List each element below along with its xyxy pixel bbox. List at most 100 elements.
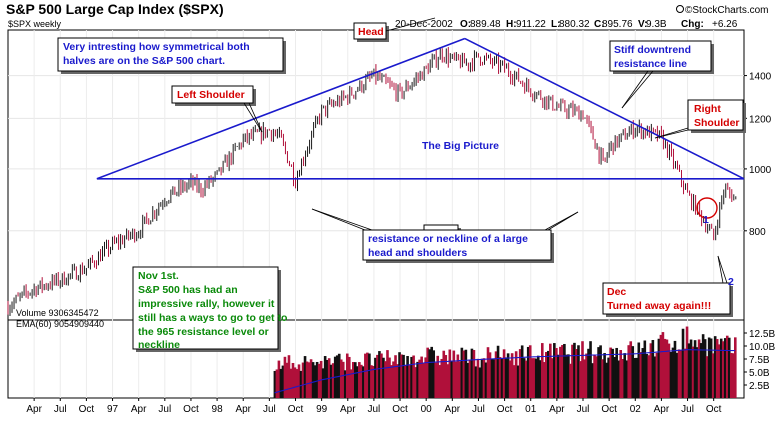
volume-bar — [506, 353, 510, 398]
volume-bar — [398, 352, 401, 398]
volume-bar — [438, 365, 442, 398]
volume-bar — [679, 350, 683, 398]
marker-1-circle — [696, 197, 718, 219]
volume-bar — [653, 356, 657, 398]
volume-bar — [647, 355, 651, 398]
volume-bar — [311, 362, 315, 398]
volume-bar — [364, 353, 367, 398]
right-shoulder-box — [687, 99, 744, 131]
left-shoulder-box — [171, 85, 254, 104]
volume-bar — [301, 362, 305, 398]
volume-bar — [667, 343, 671, 398]
volume-bar — [727, 337, 731, 398]
time-tick-label: Jul — [263, 404, 276, 415]
volume-bar — [526, 346, 530, 398]
volume-bar — [462, 350, 466, 398]
downtrend-pointer — [621, 70, 649, 109]
volume-bar — [623, 353, 627, 398]
volume-bar — [448, 349, 452, 398]
volume-bar — [522, 358, 526, 398]
volume-bar — [343, 370, 347, 398]
quote-low-label: L: — [551, 19, 560, 30]
volume-bar — [309, 359, 313, 398]
volume-bar — [641, 348, 645, 398]
volume-bar — [711, 353, 715, 398]
volume-bar — [275, 369, 279, 398]
volume-bar — [295, 369, 299, 398]
time-tick-label: 98 — [212, 404, 224, 415]
volume-bar — [366, 352, 369, 398]
time-tick-label: Oct — [79, 404, 95, 415]
volume-bar — [360, 364, 363, 398]
volume-bar — [406, 356, 409, 398]
volume-bar — [687, 343, 691, 398]
volume-bar — [703, 339, 707, 398]
volume-bar — [528, 345, 532, 398]
volume-bar — [577, 345, 580, 398]
volume-bar — [536, 355, 540, 398]
volume-bar — [585, 353, 588, 398]
ema-label: EMA(60) 9054909440 — [16, 319, 104, 329]
volume-bar — [494, 351, 498, 398]
volume-bar — [341, 361, 345, 398]
volume-bar — [352, 362, 355, 398]
volume-bar — [498, 357, 502, 398]
dec-note-line2: Turned away again!!! — [607, 300, 711, 312]
downtrend-note-line2: resistance line — [614, 58, 687, 70]
volume-bar — [480, 358, 484, 398]
quote-change: +6.26 — [712, 19, 738, 30]
volume-bar — [627, 345, 631, 398]
volume-bar — [721, 341, 725, 398]
volume-bar — [307, 362, 311, 398]
volume-bar — [615, 347, 618, 398]
volume-bar — [305, 361, 309, 398]
right-trendline — [464, 37, 745, 180]
quote-close: 895.76 — [602, 19, 633, 30]
volume-bar — [707, 337, 711, 398]
volume-bar — [643, 340, 647, 398]
volume-bar — [508, 360, 512, 398]
time-tick-label: 00 — [421, 404, 433, 415]
volume-bar — [273, 370, 277, 398]
volume-bar — [408, 365, 411, 398]
volume-bar — [593, 354, 596, 398]
time-tick-label: Apr — [654, 404, 670, 415]
volume-bar — [673, 340, 677, 398]
volume-bar — [538, 360, 542, 398]
volume-bar — [368, 353, 371, 398]
volume-bar — [665, 339, 669, 398]
quote-open: 889.48 — [470, 19, 501, 30]
volume-bar — [635, 357, 639, 398]
marker-1-label: 1 — [703, 214, 709, 226]
time-tick-label: Jul — [472, 404, 485, 415]
volume-bar — [323, 356, 327, 398]
time-tick-label: Apr — [549, 404, 565, 415]
volume-bar — [339, 359, 343, 398]
watermark-logo-icon — [676, 5, 684, 13]
volume-bar — [645, 354, 649, 398]
volume-bar — [563, 343, 566, 398]
volume-bar — [492, 359, 496, 398]
volume-bar — [516, 365, 520, 398]
volume-bar — [547, 350, 550, 398]
volume-bar — [603, 353, 606, 398]
x-axis-ticks: Apr Jul Oct 97 Apr Jul Oct 98 Apr Jul Oct 99 Apr Jul O… — [26, 398, 722, 415]
volume-bar — [689, 339, 693, 398]
volume-bar — [388, 357, 391, 398]
volume-bar — [725, 335, 729, 398]
volume-bar — [685, 326, 689, 398]
volume-bar — [285, 362, 289, 398]
volume-bar — [697, 339, 701, 398]
volume-bar — [731, 353, 735, 398]
time-tick-label: Jul — [681, 404, 694, 415]
volume-bar — [599, 345, 602, 398]
right-shoulder-label-line2: Shoulder — [694, 117, 740, 129]
volume-bar — [589, 341, 592, 398]
volume-bar — [468, 360, 472, 398]
watermark-text: ©StockCharts.com — [685, 5, 769, 16]
time-tick-label: Jul — [368, 404, 381, 415]
volume-bar — [450, 361, 454, 398]
volume-bar — [384, 361, 387, 398]
